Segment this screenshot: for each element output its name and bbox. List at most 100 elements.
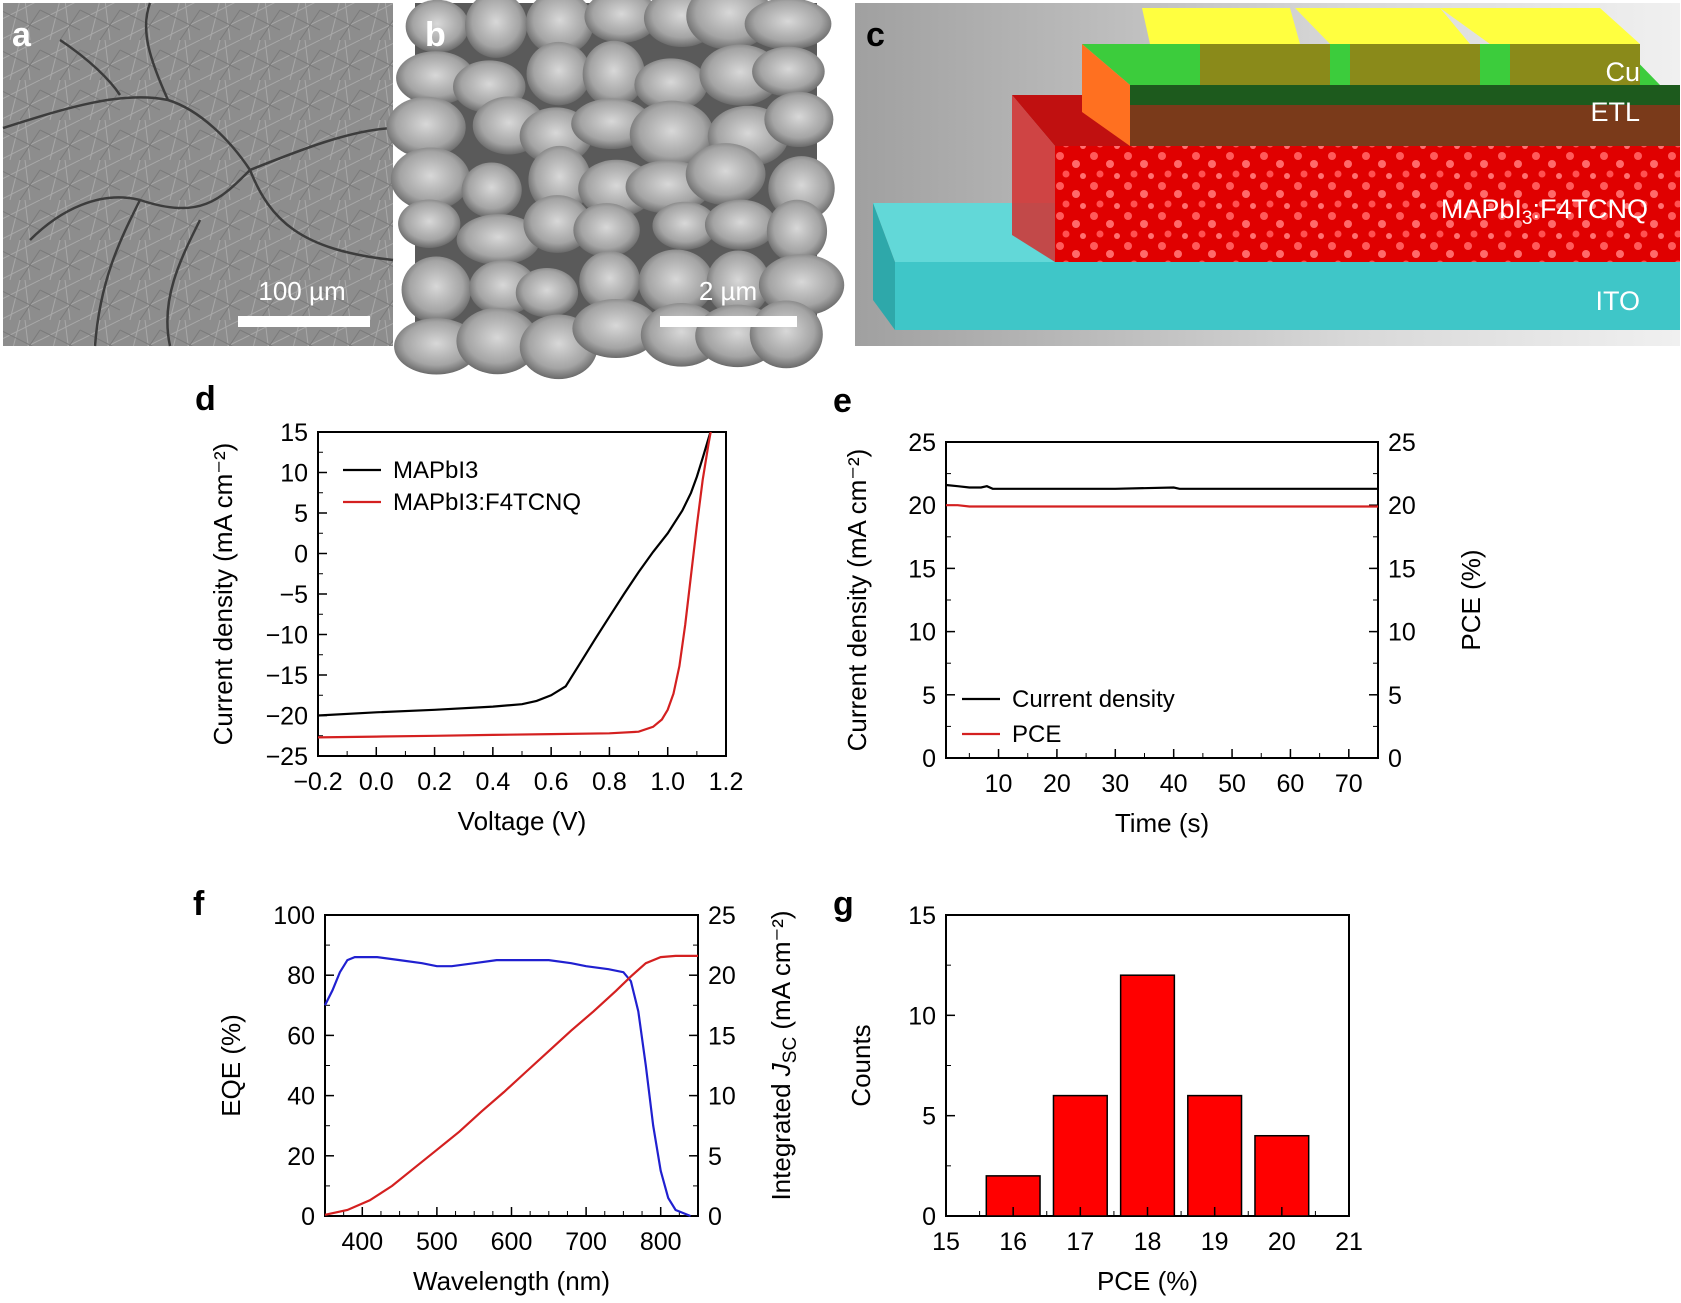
x-tick-label: 40: [1160, 770, 1188, 798]
chart-e: 10 20 30 40 50 60 7025201510502520151050Curren…: [842, 429, 1486, 838]
grain: [401, 256, 472, 324]
y-tick-label: 15: [908, 555, 936, 583]
x-tick-label: 500: [416, 1228, 458, 1256]
grain: [386, 96, 466, 158]
panel-a: 100 µm a: [2, 2, 394, 347]
x-tick-label: 20: [1043, 770, 1071, 798]
layer-label-cu: Cu: [1605, 57, 1640, 87]
grain: [456, 307, 539, 375]
grain: [629, 100, 714, 169]
grain: [638, 249, 714, 316]
y-tick-label: 10: [908, 619, 936, 647]
grain: [572, 298, 660, 359]
y2-tick-label: 0: [1388, 745, 1402, 773]
etl-green-band: [1130, 85, 1680, 105]
bar-2: [1119, 974, 1176, 1217]
y-tick-label: 20: [908, 492, 936, 520]
bar-4: [1254, 1134, 1310, 1217]
y2-tick-label: 0: [708, 1203, 722, 1231]
y2-axis-label: PCE (%): [1456, 549, 1486, 650]
x-axis-label: Wavelength (nm): [413, 1266, 610, 1296]
y2-tick-label: 5: [1388, 682, 1402, 710]
grain: [764, 91, 834, 148]
x-tick-label: 0.6: [534, 768, 569, 796]
x-tick-label: 600: [491, 1228, 533, 1256]
x-tick-label: 70: [1335, 770, 1363, 798]
plot-frame: [317, 431, 727, 757]
cu-strip-3: [1440, 8, 1640, 44]
grain: [390, 147, 470, 211]
cu-strip-2: [1295, 8, 1470, 44]
grain: [749, 300, 823, 369]
grain: [744, 0, 832, 50]
x-axis-label: PCE (%): [1097, 1266, 1198, 1296]
y-tick-label: 100: [273, 902, 315, 930]
scale-label-b: 2 µm: [699, 276, 757, 306]
y2-label-sub: SC: [780, 1037, 801, 1063]
y2-tick-label: 15: [1388, 555, 1416, 583]
grain: [398, 199, 461, 248]
bar-3: [1187, 1094, 1243, 1217]
legend-label: MAPbI3: [393, 457, 478, 484]
y-axis-label: Current density (mA cm⁻²): [208, 443, 238, 746]
grain: [461, 162, 522, 218]
etl-side: [1082, 44, 1130, 146]
layer-label-perovskite: MAPbI3:F4TCNQ: [1441, 194, 1648, 229]
series-line-f-eqe: [324, 955, 691, 1218]
grain: [528, 145, 591, 214]
ito-side: [873, 203, 895, 330]
layer-label-etl: ETL: [1590, 97, 1640, 127]
cu-strip-3-front: [1510, 44, 1640, 85]
grain: [464, 0, 528, 58]
panel-c: Cu ETL MAPbI3:F4TCNQ ITO c: [855, 3, 1680, 346]
x-tick-label: 800: [640, 1228, 682, 1256]
x-tick-label: 20: [1268, 1228, 1296, 1256]
perovskite-front: [1055, 146, 1680, 262]
grain: [752, 46, 825, 97]
x-tick-label: 0.0: [359, 768, 394, 796]
y2-tick-label: 10: [708, 1083, 736, 1111]
x-axis-label: Voltage (V): [458, 806, 587, 836]
y-tick-label: 20: [287, 1143, 315, 1171]
y-tick-label: 5: [922, 1103, 936, 1131]
y-tick-label: 0: [294, 541, 308, 569]
x-tick-label: 30: [1101, 770, 1129, 798]
x-tick-label: 10: [985, 770, 1013, 798]
panel-letter-a: a: [12, 16, 32, 54]
series-line-d-1: [318, 432, 712, 739]
panel-letter-g: g: [833, 885, 854, 923]
grain: [704, 199, 777, 250]
grain: [766, 199, 828, 263]
x-tick-label: 15: [932, 1228, 960, 1256]
grain-boundaries-a: [2, 2, 394, 347]
layer-label-sub: 3: [1522, 208, 1533, 229]
x-tick-label: 400: [341, 1228, 383, 1256]
grains-b: [386, 0, 845, 380]
panel-letter-e: e: [833, 382, 852, 420]
bar-1: [1052, 1094, 1108, 1217]
legend-label: PCE: [1012, 721, 1061, 748]
y-tick-label: 0: [922, 745, 936, 773]
x-tick-label: 700: [565, 1228, 607, 1256]
x-tick-label: 0.8: [592, 768, 627, 796]
x-axis-label: Time (s): [1115, 808, 1209, 838]
x-tick-label: 17: [1066, 1228, 1094, 1256]
y-tick-label: 80: [287, 962, 315, 990]
y-tick-label: 10: [908, 1002, 936, 1030]
chart-g: 15 16 17 18 19 20 21 15 10 5 0 PCE (%) Counts: [846, 902, 1363, 1296]
y-tick-label: 0: [922, 1203, 936, 1231]
y-tick-label: 25: [908, 429, 936, 457]
ito-front: [895, 262, 1680, 330]
y-tick-label: 5: [922, 682, 936, 710]
y-axis-label: EQE (%): [216, 1014, 246, 1117]
legend-label: MAPbI3:F4TCNQ: [393, 489, 581, 516]
layer-label-rest: :F4TCNQ: [1532, 194, 1648, 224]
chart-f: 400 500 600 700 800 100 80 60 40 20 0 25 20 15 10 5 0 Wav…: [216, 902, 801, 1296]
y-tick-label: 40: [287, 1083, 315, 1111]
grain: [582, 40, 645, 108]
y-tick-label: 10: [280, 460, 308, 488]
y2-tick-label: 25: [708, 902, 736, 930]
grain: [579, 251, 641, 312]
grain: [525, 0, 594, 56]
